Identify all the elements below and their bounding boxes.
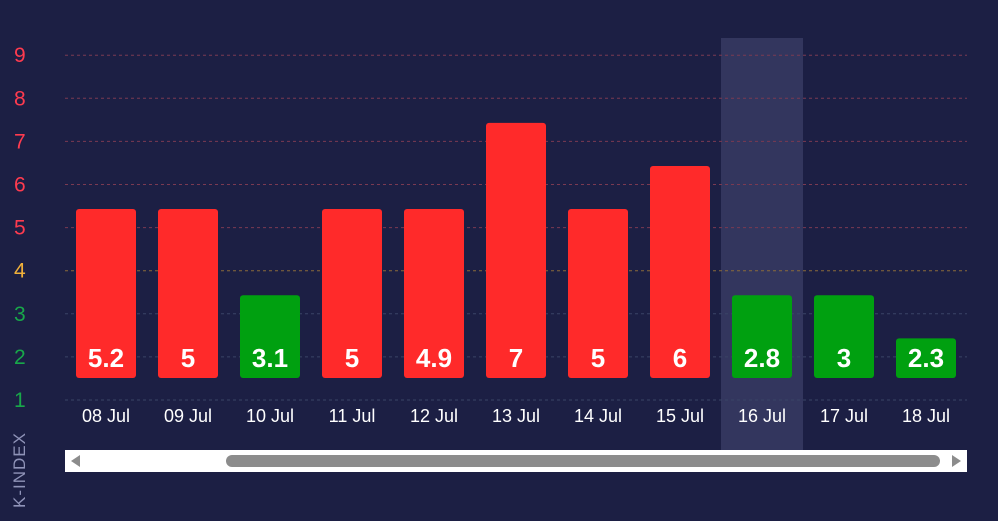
- y-axis-title: K-INDEX: [10, 432, 29, 508]
- x-tick-label: 18 Jul: [902, 406, 950, 426]
- y-tick-label: 7: [14, 130, 26, 153]
- y-tick-label: 8: [14, 87, 26, 110]
- y-tick-label: 3: [14, 303, 26, 326]
- bar-value-label: 3: [837, 343, 851, 373]
- x-tick-label: 14 Jul: [574, 406, 622, 426]
- x-tick-label: 11 Jul: [329, 406, 376, 426]
- x-tick-label: 08 Jul: [82, 406, 130, 426]
- bar-value-label: 6: [673, 343, 687, 373]
- bar-value-label: 5: [591, 343, 605, 373]
- bar-value-label: 5.2: [88, 343, 124, 373]
- bar-value-label: 5: [181, 343, 195, 373]
- bar[interactable]: [896, 338, 956, 378]
- bar[interactable]: [486, 122, 546, 378]
- x-tick-label: 15 Jul: [656, 406, 704, 426]
- x-tick-label: 09 Jul: [164, 406, 212, 426]
- scrollbar-thumb[interactable]: [226, 455, 940, 467]
- horizontal-scrollbar[interactable]: [65, 450, 967, 472]
- bar[interactable]: [76, 209, 136, 378]
- y-tick-label: 4: [14, 260, 26, 283]
- bar-value-label: 4.9: [416, 343, 452, 373]
- y-tick-label: 6: [14, 174, 26, 197]
- bar[interactable]: [322, 209, 382, 378]
- x-tick-label: 10 Jul: [246, 406, 294, 426]
- bar[interactable]: [568, 209, 628, 378]
- y-tick-label: 1: [14, 389, 26, 412]
- bar[interactable]: [814, 295, 874, 378]
- bar[interactable]: [240, 295, 300, 378]
- bar[interactable]: [732, 295, 792, 378]
- bar-value-label: 5: [345, 343, 359, 373]
- bar[interactable]: [404, 209, 464, 378]
- x-tick-label: 16 Jul: [738, 406, 786, 426]
- bar-value-label: 3.1: [252, 343, 288, 373]
- x-tick-label: 12 Jul: [410, 406, 458, 426]
- bar[interactable]: [158, 209, 218, 378]
- chevron-left-icon[interactable]: [71, 455, 80, 467]
- x-tick-label: 17 Jul: [820, 406, 868, 426]
- y-tick-label: 5: [14, 217, 26, 240]
- y-tick-label: 2: [14, 346, 26, 369]
- highlight-band: [721, 38, 803, 450]
- y-tick-label: 9: [14, 44, 26, 67]
- bar-value-label: 2.3: [908, 343, 944, 373]
- chevron-right-icon[interactable]: [952, 455, 961, 467]
- bar-value-label: 7: [509, 343, 523, 373]
- bar[interactable]: [650, 165, 710, 378]
- x-tick-label: 13 Jul: [492, 406, 540, 426]
- bar-value-label: 2.8: [744, 343, 780, 373]
